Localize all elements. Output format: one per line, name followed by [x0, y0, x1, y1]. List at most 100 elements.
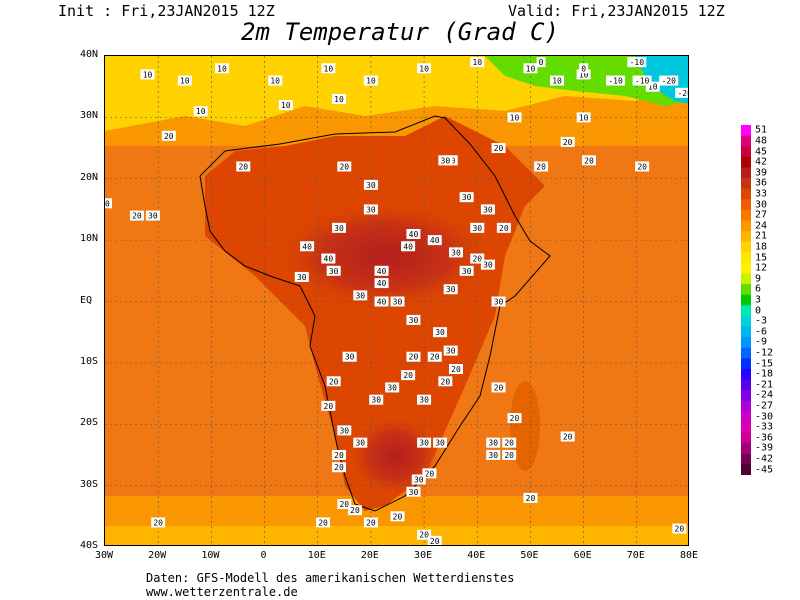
contour-label: 40 [377, 279, 387, 288]
contour-label-box [374, 278, 389, 289]
longitude-label: 80E [679, 550, 699, 561]
contour-label-box [326, 376, 341, 387]
contour-label: -20 [662, 77, 677, 86]
contour-label-box [502, 449, 517, 460]
contour-label: 10 [579, 70, 589, 79]
legend-swatch [741, 411, 751, 423]
legend-swatch [741, 358, 751, 370]
contour-label-box [502, 437, 517, 448]
contour-label: 30 [483, 261, 493, 270]
contour-label-box [606, 75, 626, 86]
contour-label-box [337, 161, 352, 172]
longitude-label: 20W [148, 550, 167, 561]
contour-label-box [507, 112, 522, 123]
contour-label-box [363, 204, 378, 215]
contour-label: 20 [105, 199, 110, 208]
contour-label-box [401, 370, 416, 381]
contour-label: 20 [339, 162, 349, 171]
contour-label: 30 [148, 212, 158, 221]
contour-label: 30 [355, 439, 365, 448]
contour-label: 20 [536, 162, 546, 171]
data-source: Daten: GFS-Modell des amerikanischen Wet… [146, 571, 515, 585]
legend-value: -24 [755, 389, 774, 401]
contour-label: 30 [441, 156, 451, 165]
valid-time: Valid: Fri,23JAN2015 12Z [508, 2, 725, 20]
legend-value: 30 [755, 199, 768, 211]
contour-label-box [417, 394, 432, 405]
contour-label-box [672, 523, 687, 534]
contour-label-box [193, 106, 208, 117]
legend-value: -15 [755, 358, 774, 370]
contour-label-box [491, 143, 506, 154]
contour-label: 30 [419, 396, 429, 405]
legend-value: 51 [755, 124, 768, 136]
contour-label-box [449, 364, 463, 375]
contour-label: 10 [552, 77, 562, 86]
contour-label: 20 [472, 255, 482, 264]
contour-label: 30 [451, 248, 461, 257]
contour-label: 40 [430, 236, 440, 245]
contour-label-box [321, 400, 336, 411]
legend-swatch [741, 156, 751, 168]
contour-label-box [337, 425, 352, 436]
longitude-label: 50E [520, 550, 539, 561]
contour-label-box [406, 486, 421, 497]
legend-value: 24 [755, 220, 768, 232]
contour-label: 20 [329, 377, 339, 386]
contour-label: 20 [153, 518, 163, 527]
latitude-label: 10S [80, 355, 99, 367]
madagascar [510, 381, 540, 471]
contour-label: -10 [635, 77, 650, 86]
legend-value: -39 [755, 442, 774, 454]
contour-label-box [151, 517, 166, 528]
contour-label: 20 [403, 371, 413, 380]
contour-label-box [278, 100, 293, 111]
contour-label-box [326, 265, 341, 276]
contour-label-box [560, 136, 575, 147]
contour-label: 20 [366, 518, 376, 527]
contour-label: 10 [526, 64, 536, 73]
contour-label: 40 [324, 255, 334, 264]
contour-label-box [491, 296, 506, 307]
contour-label: 30 [409, 488, 419, 497]
contour-label: 20 [494, 383, 504, 392]
contour-label-box [105, 198, 112, 209]
contour-label-box [507, 413, 522, 424]
legend-value: 3 [755, 294, 762, 306]
contour-label-box [627, 57, 647, 68]
contour-label: 20 [451, 365, 461, 374]
contour-label: 20 [494, 144, 504, 153]
legend-swatch [741, 178, 751, 190]
contour-label: 30 [355, 291, 365, 300]
contour-label-box [129, 210, 144, 221]
contour-label: 30 [419, 439, 429, 448]
legend-swatch [741, 146, 751, 158]
contour-label: 0 [581, 64, 586, 73]
longitude-label: 0 [260, 550, 267, 561]
legend-swatch [741, 273, 751, 285]
contour-label-box [347, 505, 362, 516]
contour-label: 20 [132, 212, 142, 221]
latitude-label: 10N [80, 233, 99, 245]
contour-label-box [417, 63, 432, 74]
contour-label-box [635, 161, 650, 172]
legend-swatch [741, 294, 751, 306]
legend-swatch [741, 199, 751, 211]
latitude-label: 20N [80, 171, 99, 183]
legend-swatch [741, 432, 751, 444]
contour-label: 20 [164, 132, 174, 141]
contour-label: 30 [435, 439, 445, 448]
longitude-label: 70E [626, 550, 645, 561]
longitude-label: 20E [360, 550, 379, 561]
contour-label: 20 [393, 512, 403, 521]
legend-swatch [741, 135, 751, 147]
longitude-label: 30E [414, 550, 433, 561]
contour-label: 20 [563, 138, 573, 147]
contour-label: 20 [425, 469, 435, 478]
contour-label: 10 [366, 77, 376, 86]
website: www.wetterzentrale.de [146, 585, 298, 599]
temperature-map: 10 10 10 10 10 10 10 10 10 10 10 10 10 10 10 10 10 0 0 -10-… [104, 55, 689, 546]
contour-label: 40 [302, 242, 312, 251]
contour-label: 20 [430, 537, 440, 546]
contour-label: 30 [329, 267, 339, 276]
